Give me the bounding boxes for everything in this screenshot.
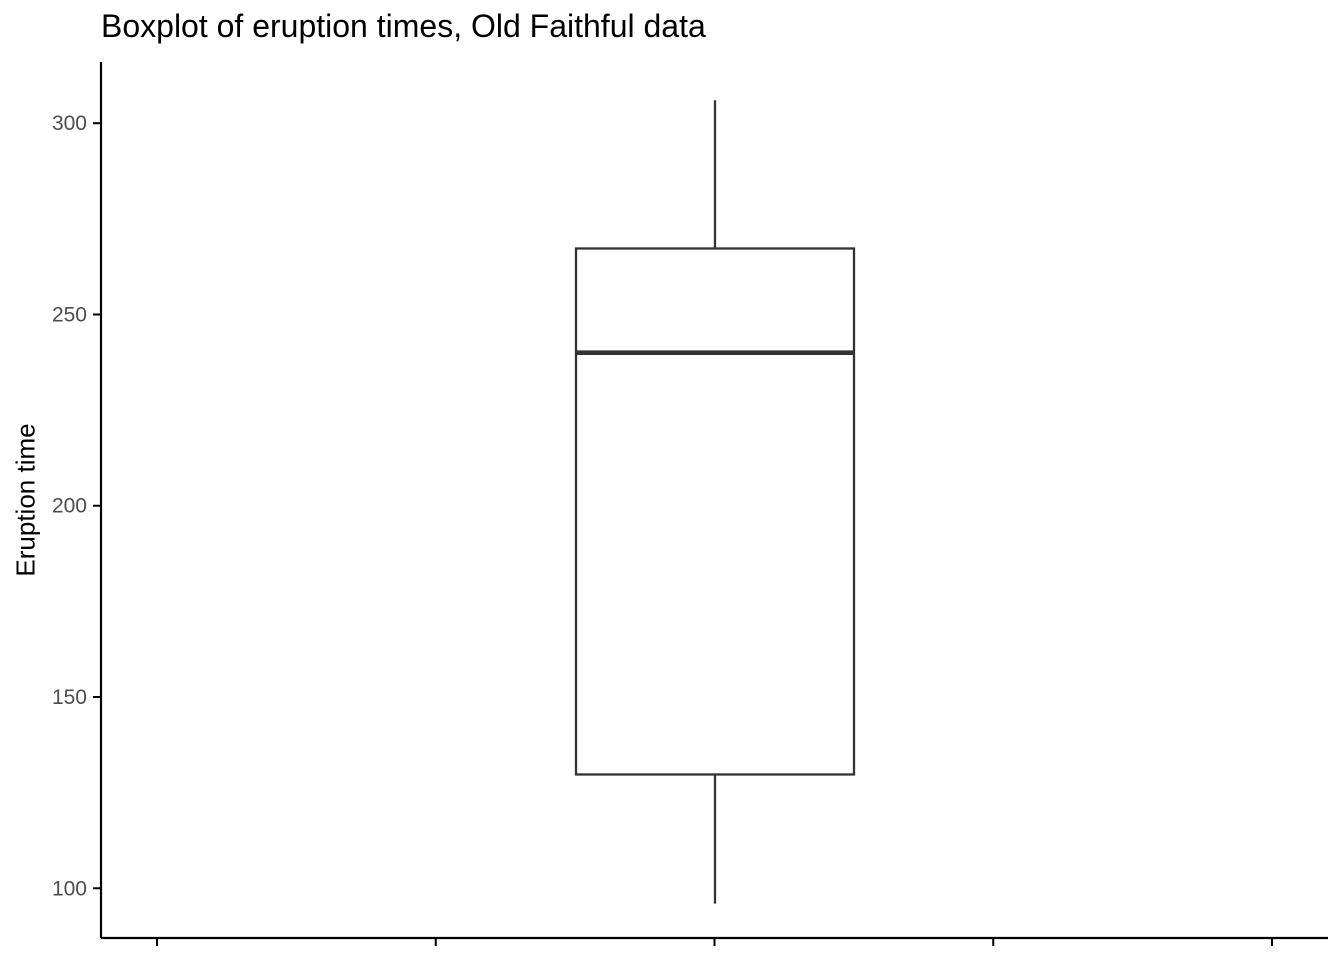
y-axis-ticks: 100 150 200 250 300 bbox=[52, 112, 101, 900]
boxplot bbox=[574, 100, 856, 904]
y-tick-label-200: 200 bbox=[52, 495, 87, 518]
y-tick-label-150: 150 bbox=[52, 686, 87, 709]
y-tick-label-250: 250 bbox=[52, 303, 87, 326]
iqr-box bbox=[574, 247, 856, 776]
x-axis-ticks bbox=[156, 938, 1273, 946]
y-tick-label-300: 300 bbox=[52, 112, 87, 135]
y-tick-label-100: 100 bbox=[52, 877, 87, 900]
chart-title: Boxplot of eruption times, Old Faithful … bbox=[101, 8, 706, 44]
